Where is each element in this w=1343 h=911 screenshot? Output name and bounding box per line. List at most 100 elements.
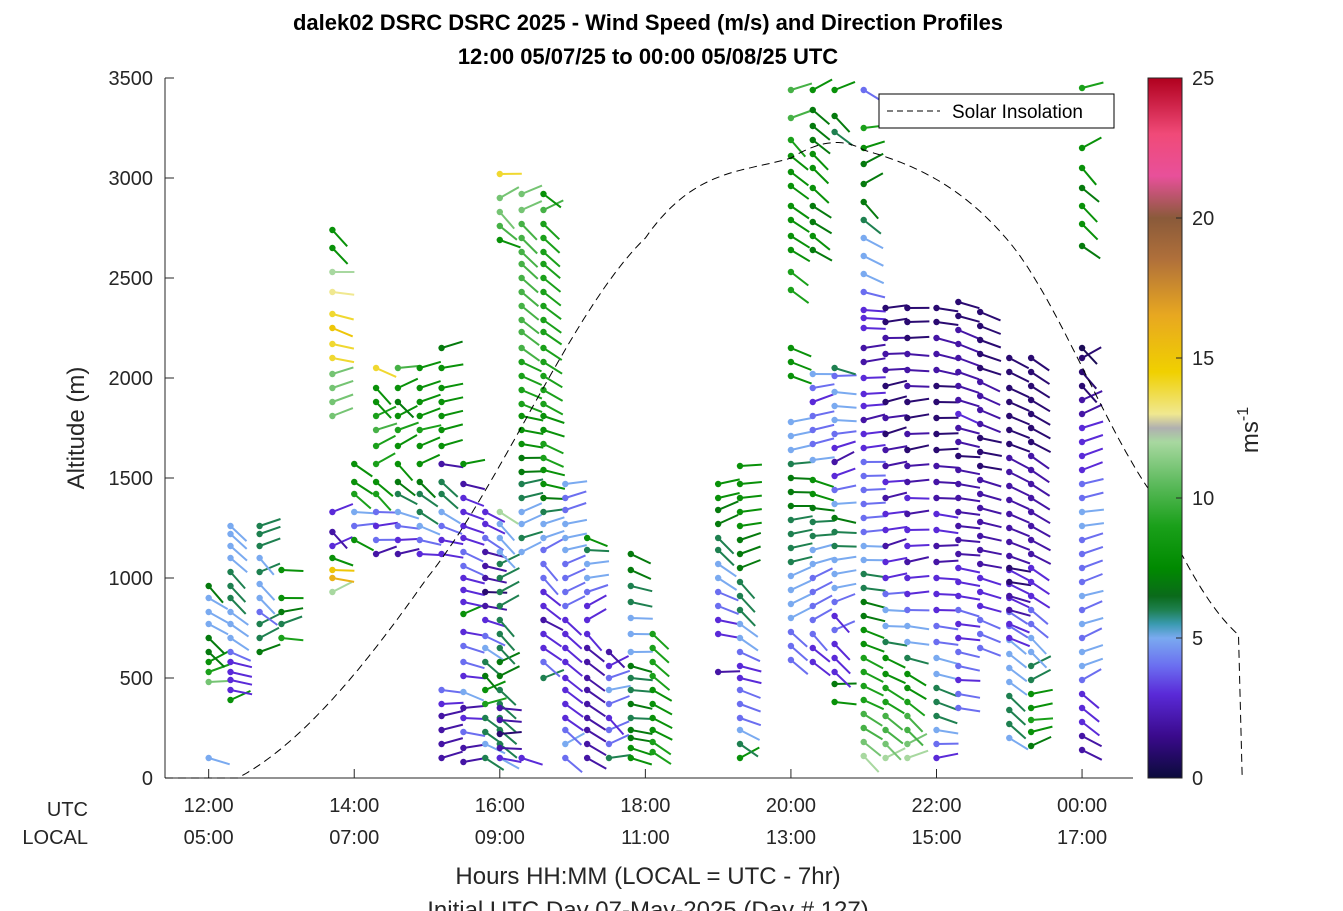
wind-barb-point (518, 548, 525, 556)
wind-barb-point (831, 680, 838, 688)
wind-barb-point (955, 690, 962, 698)
wind-barb-stem (354, 511, 377, 515)
wind-barb-stem (863, 545, 886, 548)
wind-barb-stem (1081, 617, 1104, 625)
wind-barb-stem (885, 525, 908, 531)
wind-barb-stem (542, 347, 563, 361)
wind-barb-stem (958, 679, 981, 682)
wind-barb-point (1027, 536, 1035, 544)
wind-barb-point (831, 458, 838, 466)
wind-barb-point (540, 588, 547, 596)
wind-barb-point (416, 508, 423, 516)
wind-barb-point (482, 686, 489, 694)
wind-barb-stem (543, 497, 566, 500)
wind-barb-point (518, 220, 525, 228)
wind-barb-stem (812, 78, 833, 91)
wind-barb-point (278, 608, 285, 616)
y-tick-label: 3000 (109, 168, 154, 190)
wind-barb-point (860, 584, 867, 592)
wind-barb-stem (812, 456, 835, 461)
wind-barb-stem (462, 551, 484, 563)
wind-barb-point (329, 528, 336, 536)
wind-barb-point (809, 588, 816, 596)
wind-barb-stem (936, 353, 959, 361)
wind-barb-point (460, 728, 467, 736)
wind-barb-point (627, 566, 635, 574)
wind-barb-point (809, 518, 816, 526)
wind-barb-stem (1008, 653, 1028, 669)
wind-barb-stem (484, 697, 507, 705)
wind-barb-point (860, 390, 867, 398)
wind-barbs (205, 78, 1105, 774)
wind-barb-stem (463, 731, 486, 737)
wind-barb-point (809, 476, 816, 484)
footer-label: Initial UTC Day 07-May-2025 (Day # 127) (427, 897, 869, 911)
wind-barb-stem (564, 703, 584, 718)
wind-barb-stem (375, 434, 396, 447)
wind-barb-point (787, 488, 795, 496)
wind-barb-point (605, 740, 613, 748)
wind-barb-stem (630, 703, 653, 710)
wind-barb-stem (441, 701, 464, 705)
wind-barb-stem (521, 513, 543, 525)
wind-barb-point (831, 556, 838, 564)
wind-barb-stem (863, 629, 885, 640)
wind-barb-point (809, 440, 816, 448)
wind-barb-stem (885, 445, 908, 451)
wind-barb-point (714, 616, 722, 624)
wind-barb-stem (739, 703, 761, 713)
wind-barb-point (955, 410, 962, 418)
wind-barb-stem (1081, 532, 1104, 541)
wind-barb-stem (586, 537, 608, 548)
wind-barb-stem (1008, 555, 1031, 565)
y-tick-label: 1000 (109, 568, 154, 590)
wind-barb-point (860, 710, 867, 718)
wind-barb-stem (484, 757, 505, 771)
wind-barb-stem (812, 594, 833, 607)
wind-barb-stem (885, 625, 908, 628)
wind-barb-stem (397, 421, 419, 431)
x-tick-label-local: 15:00 (911, 827, 961, 849)
wind-barb-stem (564, 619, 583, 636)
wind-barb-point (518, 302, 525, 310)
wind-barb-stem (397, 434, 418, 447)
wind-barb-stem (1081, 573, 1103, 583)
wind-barb-point (627, 700, 635, 708)
wind-barb-stem (812, 493, 835, 502)
wind-barb-point (562, 754, 569, 762)
wind-barb-point (372, 412, 380, 420)
wind-barb-point (460, 574, 467, 582)
wind-barb-stem (586, 647, 605, 663)
wind-barb-stem (936, 687, 958, 698)
wind-barb-point (627, 550, 635, 558)
wind-barb-stem (499, 580, 520, 593)
wind-barb-point (882, 382, 889, 390)
wind-barb-stem (790, 205, 810, 220)
wind-barb-point (787, 86, 795, 94)
wind-barb-point (649, 644, 656, 652)
wind-barb-point (831, 128, 838, 136)
wind-barb-point (787, 432, 795, 440)
wind-barb-stem (979, 395, 1001, 406)
wind-barb-stem (419, 525, 441, 536)
colorbar-tick-label: 25 (1192, 68, 1214, 90)
wind-barb-stem (1081, 668, 1102, 681)
wind-barb-point (256, 634, 263, 642)
wind-barb-point (976, 392, 984, 400)
wind-barb-stem (790, 347, 812, 358)
wind-barb-point (540, 316, 547, 324)
wind-barb-point (227, 668, 234, 676)
wind-barb-stem (790, 289, 810, 304)
wind-barb-stem (936, 544, 959, 547)
wind-barb-point (562, 588, 569, 596)
wind-barb-stem (833, 671, 852, 688)
wind-barb-stem (1008, 527, 1030, 538)
wind-barb-stem (958, 623, 981, 628)
wind-barb-stem (1030, 497, 1051, 511)
wind-barb-point (976, 588, 984, 596)
wind-barb-stem (936, 432, 959, 435)
wind-barb-stem (834, 569, 857, 575)
wind-barb-point (605, 662, 613, 670)
wind-barb-stem (885, 352, 908, 355)
wind-barb-stem (229, 597, 247, 615)
